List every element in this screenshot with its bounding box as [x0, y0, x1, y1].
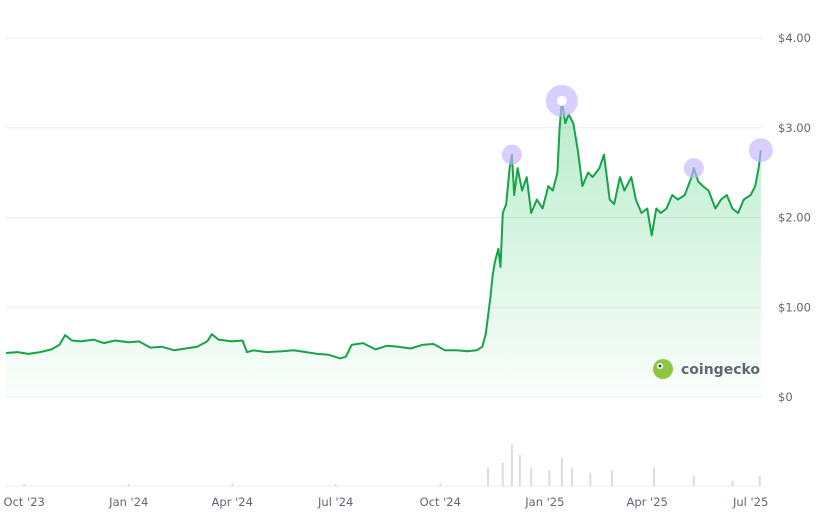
y-tick-label: $3.00: [778, 121, 811, 135]
y-tick-label: $1.00: [778, 300, 811, 314]
highlight-marker: [501, 144, 522, 165]
highlight-marker: [748, 138, 773, 163]
highlight-marker: [683, 158, 704, 179]
volume-bar: [530, 467, 533, 486]
price-area-fill: [6, 100, 761, 398]
price-line: [5, 99, 762, 360]
x-tick-label: Oct '24: [420, 495, 461, 509]
watermark-text: coingecko: [681, 362, 760, 378]
x-tick-label: Oct '23: [4, 495, 45, 509]
x-tick-label: Jul '25: [732, 495, 768, 509]
x-tick-label: Jul '24: [317, 495, 353, 509]
highlight-markers: [501, 84, 773, 179]
volume-bar: [487, 467, 490, 486]
volume-bar: [231, 483, 234, 486]
volume-bar: [510, 444, 513, 486]
volume-bar: [731, 480, 734, 486]
gecko-pupil-icon: [658, 364, 662, 368]
y-axis-ticks: $0 $1.00 $2.00 $3.00 $4.00: [778, 31, 811, 404]
coingecko-watermark: coingecko: [653, 359, 760, 379]
volume-bars: [23, 444, 761, 486]
volume-bar: [548, 470, 551, 486]
volume-bar: [518, 454, 521, 486]
price-area: [5, 99, 762, 398]
y-tick-label: $0: [778, 390, 793, 404]
x-tick-label: Jan '25: [524, 495, 564, 509]
volume-bar: [571, 467, 574, 486]
y-tick-label: $2.00: [778, 211, 811, 225]
x-axis-ticks: Oct '23 Jan '24 Apr '24 Jul '24 Oct '24 Jan '…: [4, 495, 769, 509]
volume-bar: [560, 457, 563, 486]
volume-bar: [127, 483, 130, 486]
highlight-marker-core: [556, 95, 567, 106]
gecko-logo-icon: [653, 359, 673, 379]
volume-bar: [610, 470, 613, 486]
volume-bar: [334, 483, 337, 486]
x-tick-label: Jan '24: [108, 495, 148, 509]
volume-bar: [758, 475, 761, 486]
x-tick-label: Apr '25: [626, 495, 667, 509]
volume-bar: [653, 467, 655, 486]
volume-bar: [692, 475, 695, 486]
volume-bar: [501, 462, 504, 486]
volume-bar: [23, 483, 26, 486]
y-tick-label: $4.00: [778, 31, 811, 45]
x-tick-label: Apr '24: [212, 495, 253, 509]
volume-bar: [589, 473, 592, 486]
volume-bar: [439, 483, 442, 486]
